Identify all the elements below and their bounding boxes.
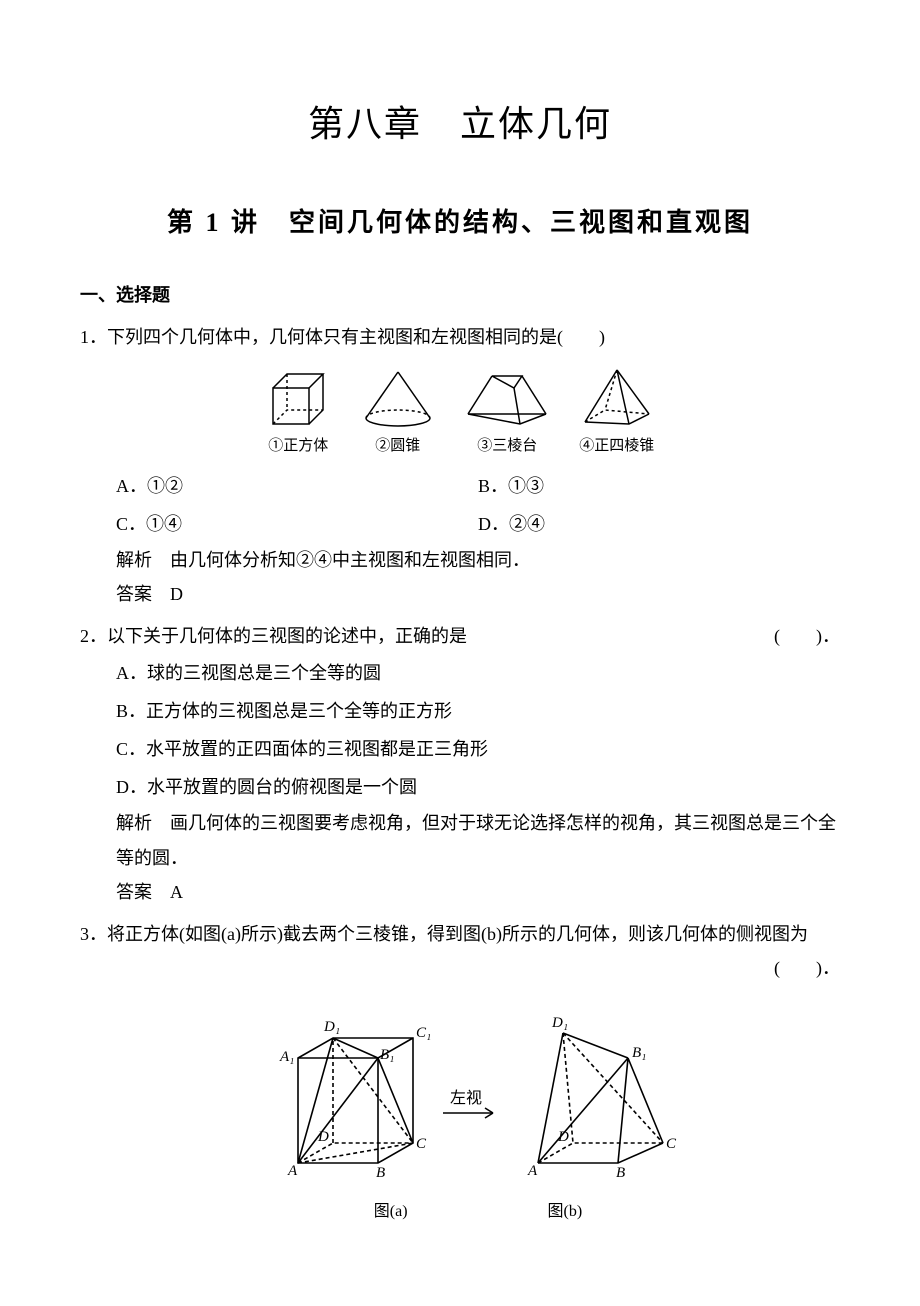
- q1-fig2-caption: ②圆锥: [358, 432, 438, 461]
- q1-figure-row: ①正方体 ②圆锥: [80, 366, 840, 461]
- label-C1: C₁: [416, 1025, 431, 1041]
- q1-optC: C．①④: [116, 505, 478, 543]
- label-A1: A₁: [279, 1049, 294, 1065]
- analysis-label: 解析: [116, 550, 152, 570]
- question-2: 2．以下关于几何体的三视图的论述中，正确的是 ( )． A．球的三视图总是三个全…: [80, 619, 840, 909]
- answer-label: 答案: [116, 584, 152, 604]
- q2-optC: C．水平放置的正四面体的三视图都是正三角形: [116, 730, 840, 768]
- frustum-icon: [462, 370, 552, 430]
- q1-optD: D．②④: [478, 505, 840, 543]
- q3-figure: A B C D A₁ B₁ C₁ D₁ 左视: [116, 1003, 840, 1227]
- q1-fig-cube: ①正方体: [263, 370, 333, 461]
- label-B: B: [376, 1165, 385, 1181]
- label-A: A: [287, 1163, 298, 1179]
- q3-stem: 将正方体(如图(a)所示)截去两个三棱锥，得到图(b)所示的几何体，则该几何体的…: [107, 924, 808, 944]
- q1-optA: A．①②: [116, 467, 478, 505]
- q2-optB: B．正方体的三视图总是三个全等的正方形: [116, 692, 840, 730]
- label-A-b: A: [527, 1163, 538, 1179]
- label-B1: B₁: [380, 1047, 394, 1063]
- q2-answer-text: A: [152, 882, 183, 902]
- q1-answer: 答案 D: [116, 577, 840, 611]
- q2-optA: A．球的三视图总是三个全等的圆: [116, 654, 840, 692]
- label-D: D: [317, 1129, 329, 1145]
- q2-analysis-text: 画几何体的三视图要考虑视角，但对于球无论选择怎样的视角，其三视图总是三个全等的圆…: [116, 813, 836, 867]
- q3-number: 3．: [80, 924, 107, 944]
- left-view-label: 左视: [450, 1089, 482, 1107]
- question-1: 1．下列四个几何体中，几何体只有主视图和左视图相同的是( ) ①正方体: [80, 320, 840, 611]
- q2-analysis: 解析 画几何体的三视图要考虑视角，但对于球无论选择怎样的视角，其三视图总是三个全…: [116, 806, 840, 874]
- label-C: C: [416, 1136, 427, 1152]
- label-D1-b: D₁: [551, 1015, 568, 1031]
- cube-icon: [263, 370, 333, 430]
- label-D-b: D: [557, 1129, 569, 1145]
- q1-number: 1．: [80, 327, 107, 347]
- q3-figA-caption: 图(a): [374, 1197, 408, 1227]
- q1-options: A．①② B．①③ C．①④ D．②④: [116, 467, 840, 543]
- analysis-label: 解析: [116, 813, 152, 833]
- q2-stem: 以下关于几何体的三视图的论述中，正确的是: [107, 626, 467, 646]
- label-B1-b: B₁: [632, 1045, 646, 1061]
- q1-fig1-caption: ①正方体: [263, 432, 333, 461]
- answer-label: 答案: [116, 882, 152, 902]
- q3-figB-caption: 图(b): [548, 1197, 583, 1227]
- q1-analysis-text: 由几何体分析知②④中主视图和左视图相同．: [152, 550, 530, 570]
- question-3: 3．将正方体(如图(a)所示)截去两个三棱锥，得到图(b)所示的几何体，则该几何…: [80, 917, 840, 1228]
- q2-optD: D．水平放置的圆台的俯视图是一个圆: [116, 768, 840, 806]
- label-C-b: C: [666, 1136, 677, 1152]
- q1-fig-cone: ②圆锥: [358, 368, 438, 461]
- q1-stem: 下列四个几何体中，几何体只有主视图和左视图相同的是( ): [107, 327, 605, 347]
- q3-paren: ( )．: [774, 951, 840, 985]
- q1-fig4-caption: ④正四棱锥: [577, 432, 657, 461]
- label-B-b: B: [616, 1165, 625, 1181]
- chapter-title: 第八章 立体几何: [80, 90, 840, 158]
- q2-answer: 答案 A: [116, 875, 840, 909]
- cone-icon: [358, 368, 438, 430]
- label-D1: D₁: [323, 1019, 340, 1035]
- q1-fig-pyramid: ④正四棱锥: [577, 366, 657, 461]
- q2-paren: ( )．: [774, 619, 840, 653]
- pyramid-icon: [577, 366, 657, 430]
- section-heading-mc: 一、选择题: [80, 278, 840, 312]
- q2-number: 2．: [80, 626, 107, 646]
- q1-fig-frustum: ③三棱台: [462, 370, 552, 461]
- q1-fig3-caption: ③三棱台: [462, 432, 552, 461]
- q1-answer-text: D: [152, 584, 183, 604]
- q3-fig-captions: 图(a) 图(b): [116, 1193, 840, 1227]
- q3-diagrams: A B C D A₁ B₁ C₁ D₁ 左视: [258, 1003, 698, 1193]
- q1-analysis: 解析 由几何体分析知②④中主视图和左视图相同．: [116, 543, 840, 577]
- q1-optB: B．①③: [478, 467, 840, 505]
- section-title: 第 1 讲 空间几何体的结构、三视图和直观图: [80, 198, 840, 247]
